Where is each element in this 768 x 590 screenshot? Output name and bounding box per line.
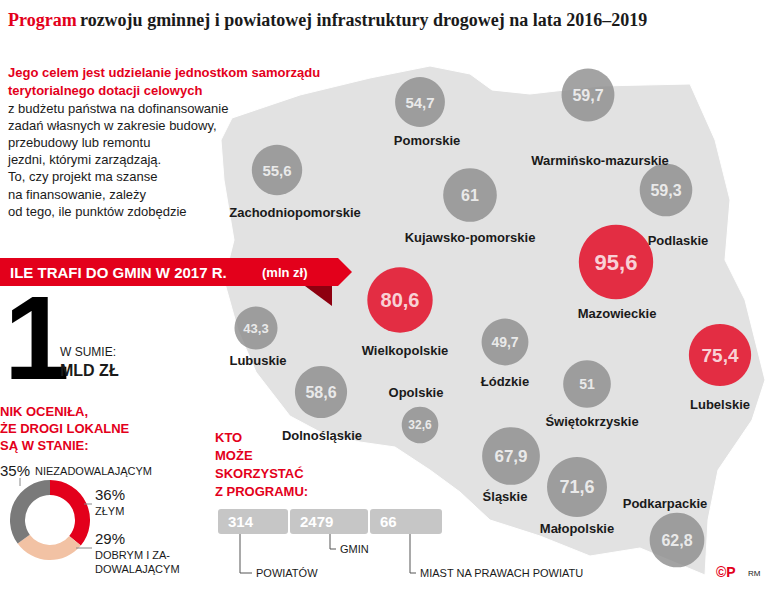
svg-text:NIEZADOWALAJĄCYM: NIEZADOWALAJĄCYM	[35, 465, 152, 477]
svg-text:Jego celem jest udzielanie jed: Jego celem jest udzielanie jednostkom sa…	[8, 65, 320, 80]
svg-text:80,6: 80,6	[381, 289, 420, 311]
svg-text:55,6: 55,6	[262, 162, 291, 179]
svg-text:©P: ©P	[716, 564, 736, 580]
svg-text:66: 66	[380, 513, 397, 530]
svg-text:35%: 35%	[0, 462, 30, 479]
svg-text:43,3: 43,3	[243, 321, 268, 336]
svg-text:zadań własnych w zakresie budo: zadań własnych w zakresie budowy,	[8, 118, 217, 133]
svg-text:36%: 36%	[95, 486, 125, 503]
svg-text:58,6: 58,6	[305, 384, 336, 401]
svg-text:29%: 29%	[95, 530, 125, 547]
svg-text:jezdni, którymi zarządzają.: jezdni, którymi zarządzają.	[7, 152, 161, 167]
svg-text:Zachodniopomorskie: Zachodniopomorskie	[229, 205, 360, 220]
svg-text:59,7: 59,7	[572, 87, 603, 104]
svg-text:SĄ W STANIE:: SĄ W STANIE:	[0, 438, 89, 453]
svg-text:Łódzkie: Łódzkie	[481, 374, 529, 389]
svg-text:61: 61	[461, 187, 479, 204]
svg-text:przebudowy lub remontu: przebudowy lub remontu	[8, 135, 150, 150]
svg-text:terytorialnego dotacji celowyc: terytorialnego dotacji celowych	[8, 83, 202, 98]
svg-text:Podlaskie: Podlaskie	[648, 233, 709, 248]
svg-text:RM: RM	[748, 569, 761, 578]
svg-text:To, czy projekt ma szanse: To, czy projekt ma szanse	[8, 169, 158, 184]
svg-text:DOWALAJĄCYM: DOWALAJĄCYM	[95, 563, 180, 575]
svg-text:Lubuskie: Lubuskie	[229, 353, 286, 368]
svg-text:Warmińsko-mazurskie: Warmińsko-mazurskie	[531, 153, 669, 168]
svg-text:(mln zł): (mln zł)	[262, 265, 308, 280]
svg-text:Opolskie: Opolskie	[389, 385, 444, 400]
svg-text:Pomorskie: Pomorskie	[394, 133, 460, 148]
svg-text:ZŁYM: ZŁYM	[95, 505, 124, 517]
svg-text:W SUMIE:: W SUMIE:	[60, 345, 116, 359]
svg-text:NIK OCENIŁA,: NIK OCENIŁA,	[0, 404, 88, 419]
svg-text:Wielkopolskie: Wielkopolskie	[362, 343, 449, 358]
svg-text:Świętokrzyskie: Świętokrzyskie	[545, 414, 638, 429]
svg-text:GMIN: GMIN	[340, 543, 369, 555]
svg-text:Z PROGRAMU:: Z PROGRAMU:	[215, 484, 308, 499]
svg-text:71,6: 71,6	[559, 477, 594, 497]
svg-text:KTO: KTO	[215, 430, 242, 445]
svg-text:75,4: 75,4	[702, 345, 739, 366]
svg-text:MIAST NA PRAWACH POWIATU: MIAST NA PRAWACH POWIATU	[420, 567, 583, 579]
svg-text:Lubelskie: Lubelskie	[690, 397, 750, 412]
svg-text:rozwoju gminnej i powiatowej i: rozwoju gminnej i powiatowej infrastrukt…	[80, 10, 647, 30]
svg-text:95,6: 95,6	[595, 250, 638, 275]
svg-text:Mazowieckie: Mazowieckie	[578, 306, 657, 321]
svg-text:314: 314	[228, 513, 254, 530]
svg-text:Małopolskie: Małopolskie	[540, 521, 614, 536]
svg-text:62,8: 62,8	[661, 532, 692, 549]
svg-text:32,6: 32,6	[408, 418, 432, 432]
svg-text:49,7: 49,7	[491, 334, 518, 350]
svg-text:59,3: 59,3	[650, 182, 681, 199]
svg-text:54,7: 54,7	[405, 94, 434, 111]
svg-text:MOŻE: MOŻE	[215, 448, 253, 463]
svg-text:2479: 2479	[300, 513, 333, 530]
svg-text:na finansowanie, zależy: na finansowanie, zależy	[8, 187, 147, 202]
svg-text:1: 1	[4, 272, 70, 404]
svg-text:Kujawsko-pomorskie: Kujawsko-pomorskie	[405, 230, 536, 245]
svg-text:Program: Program	[8, 10, 77, 30]
svg-text:z budżetu państwa na dofinanso: z budżetu państwa na dofinansowanie	[8, 101, 228, 116]
svg-text:MLD ZŁ: MLD ZŁ	[60, 362, 119, 379]
svg-text:51: 51	[579, 376, 595, 392]
svg-text:ŻE DROGI LOKALNE: ŻE DROGI LOKALNE	[0, 421, 130, 436]
svg-text:Śląskie: Śląskie	[483, 489, 528, 504]
svg-text:DOBRYM I ZA-: DOBRYM I ZA-	[95, 549, 170, 561]
svg-text:Podkarpackie: Podkarpackie	[623, 496, 708, 511]
svg-text:Dolnośląskie: Dolnośląskie	[282, 428, 362, 443]
svg-text:SKORZYSTAĆ: SKORZYSTAĆ	[215, 466, 304, 481]
svg-text:POWIATÓW: POWIATÓW	[256, 567, 318, 579]
svg-text:67,9: 67,9	[494, 447, 527, 466]
svg-text:od tego, ile punktów zdobędzie: od tego, ile punktów zdobędzie	[8, 204, 187, 219]
svg-text:ILE TRAFI DO GMIN W 2017 R.: ILE TRAFI DO GMIN W 2017 R.	[10, 263, 227, 281]
